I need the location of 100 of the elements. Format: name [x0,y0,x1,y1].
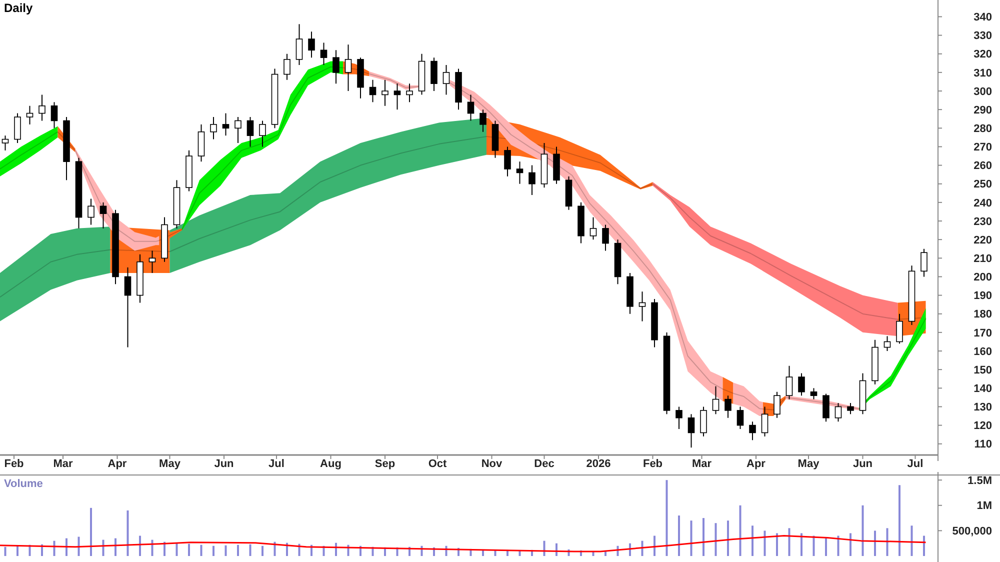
candlestick [100,202,107,229]
bar [727,520,729,556]
bar [825,538,827,556]
bar [666,480,668,556]
bar [812,536,815,556]
candlestick [700,406,707,437]
bar [764,530,766,556]
candlestick [308,31,315,58]
candlestick [442,64,450,96]
candlestick [344,44,352,92]
candlestick [749,421,756,441]
y-tick-label: 240 [974,197,992,210]
bar [16,546,18,556]
y-tick-label: 160 [974,346,992,358]
candlestick [124,266,132,348]
bar [837,536,840,556]
candlestick [676,406,682,430]
candlestick [332,50,340,84]
y-tick-label: 200 [974,272,992,284]
y-tick-label: 500,000 [952,526,992,538]
bar [910,526,913,556]
y-tick-label: 150 [974,364,992,376]
candlestick [234,116,242,144]
candlestick [504,146,511,177]
bar [249,544,252,556]
candlestick [736,406,744,430]
chart-title: Volume [4,478,43,490]
y-tick-label: 1.5M [968,474,992,487]
bar [224,545,227,556]
candlestick [259,120,266,148]
candlestick [480,109,486,132]
y-tick-label: 270 [974,142,992,154]
bar [237,544,239,556]
bar [862,505,864,556]
candlestick [896,313,903,344]
candlestick [406,83,413,103]
bar [702,518,704,556]
candlestick [602,224,609,252]
y-tick-label: 140 [974,382,992,395]
line-series [169,136,487,252]
candlestick [528,164,536,196]
x-tick-label: 2026 [586,458,611,470]
bar [850,533,852,556]
candlestick [14,112,21,144]
x-tick-label: Sep [374,458,396,470]
x-tick-label: Jul [268,458,284,470]
x-tick-label: Jul [907,458,924,470]
bar [262,546,264,556]
y-tick-label: 120 [974,420,992,432]
bar [78,536,80,556]
candlestick [884,336,891,352]
bar [176,542,178,556]
candlestick [210,116,217,140]
candlestick [712,386,720,415]
candlestick [88,198,94,226]
bar [714,523,717,556]
line-series [0,249,111,298]
candlestick [467,94,474,122]
candlestick [761,406,768,437]
line-series [0,535,926,552]
bar [923,536,925,556]
bar [752,526,754,556]
candlestick [394,83,401,110]
bar [678,516,680,556]
y-tick-label: 110 [974,438,992,451]
candlestick [246,116,254,148]
bar [739,505,742,556]
y-tick-label: 250 [974,178,992,191]
candlestick [320,42,328,66]
candlestick [296,24,303,66]
candlestick [382,79,388,106]
candlestick [810,388,818,400]
candlestick [38,94,46,122]
x-tick-label: Aug [320,458,342,470]
x-tick-label: Dec [534,458,554,470]
x-tick-label: Mar [692,458,712,470]
y-tick-label: 210 [974,252,992,265]
y-tick-label: 180 [974,308,992,321]
bar [800,533,802,556]
x-tick-label: Feb [642,458,663,470]
bar [788,528,790,556]
candlestick [798,372,805,396]
candlestick [50,102,58,129]
bar [898,485,900,556]
bar [690,520,692,556]
candlestick [430,57,438,92]
bar [188,544,190,556]
candlestick [834,402,842,422]
x-tick-label: May [798,458,820,470]
candlestick [724,395,732,418]
bar [114,538,116,556]
candlestick [786,365,793,400]
bar [126,510,129,556]
candlestick [822,393,830,422]
y-tick-label: 340 [974,12,992,24]
candlestick [148,250,156,274]
x-tick-label: Apr [746,458,766,470]
bar [776,533,778,556]
candlestick [590,216,597,240]
y-tick-label: 290 [974,104,992,116]
